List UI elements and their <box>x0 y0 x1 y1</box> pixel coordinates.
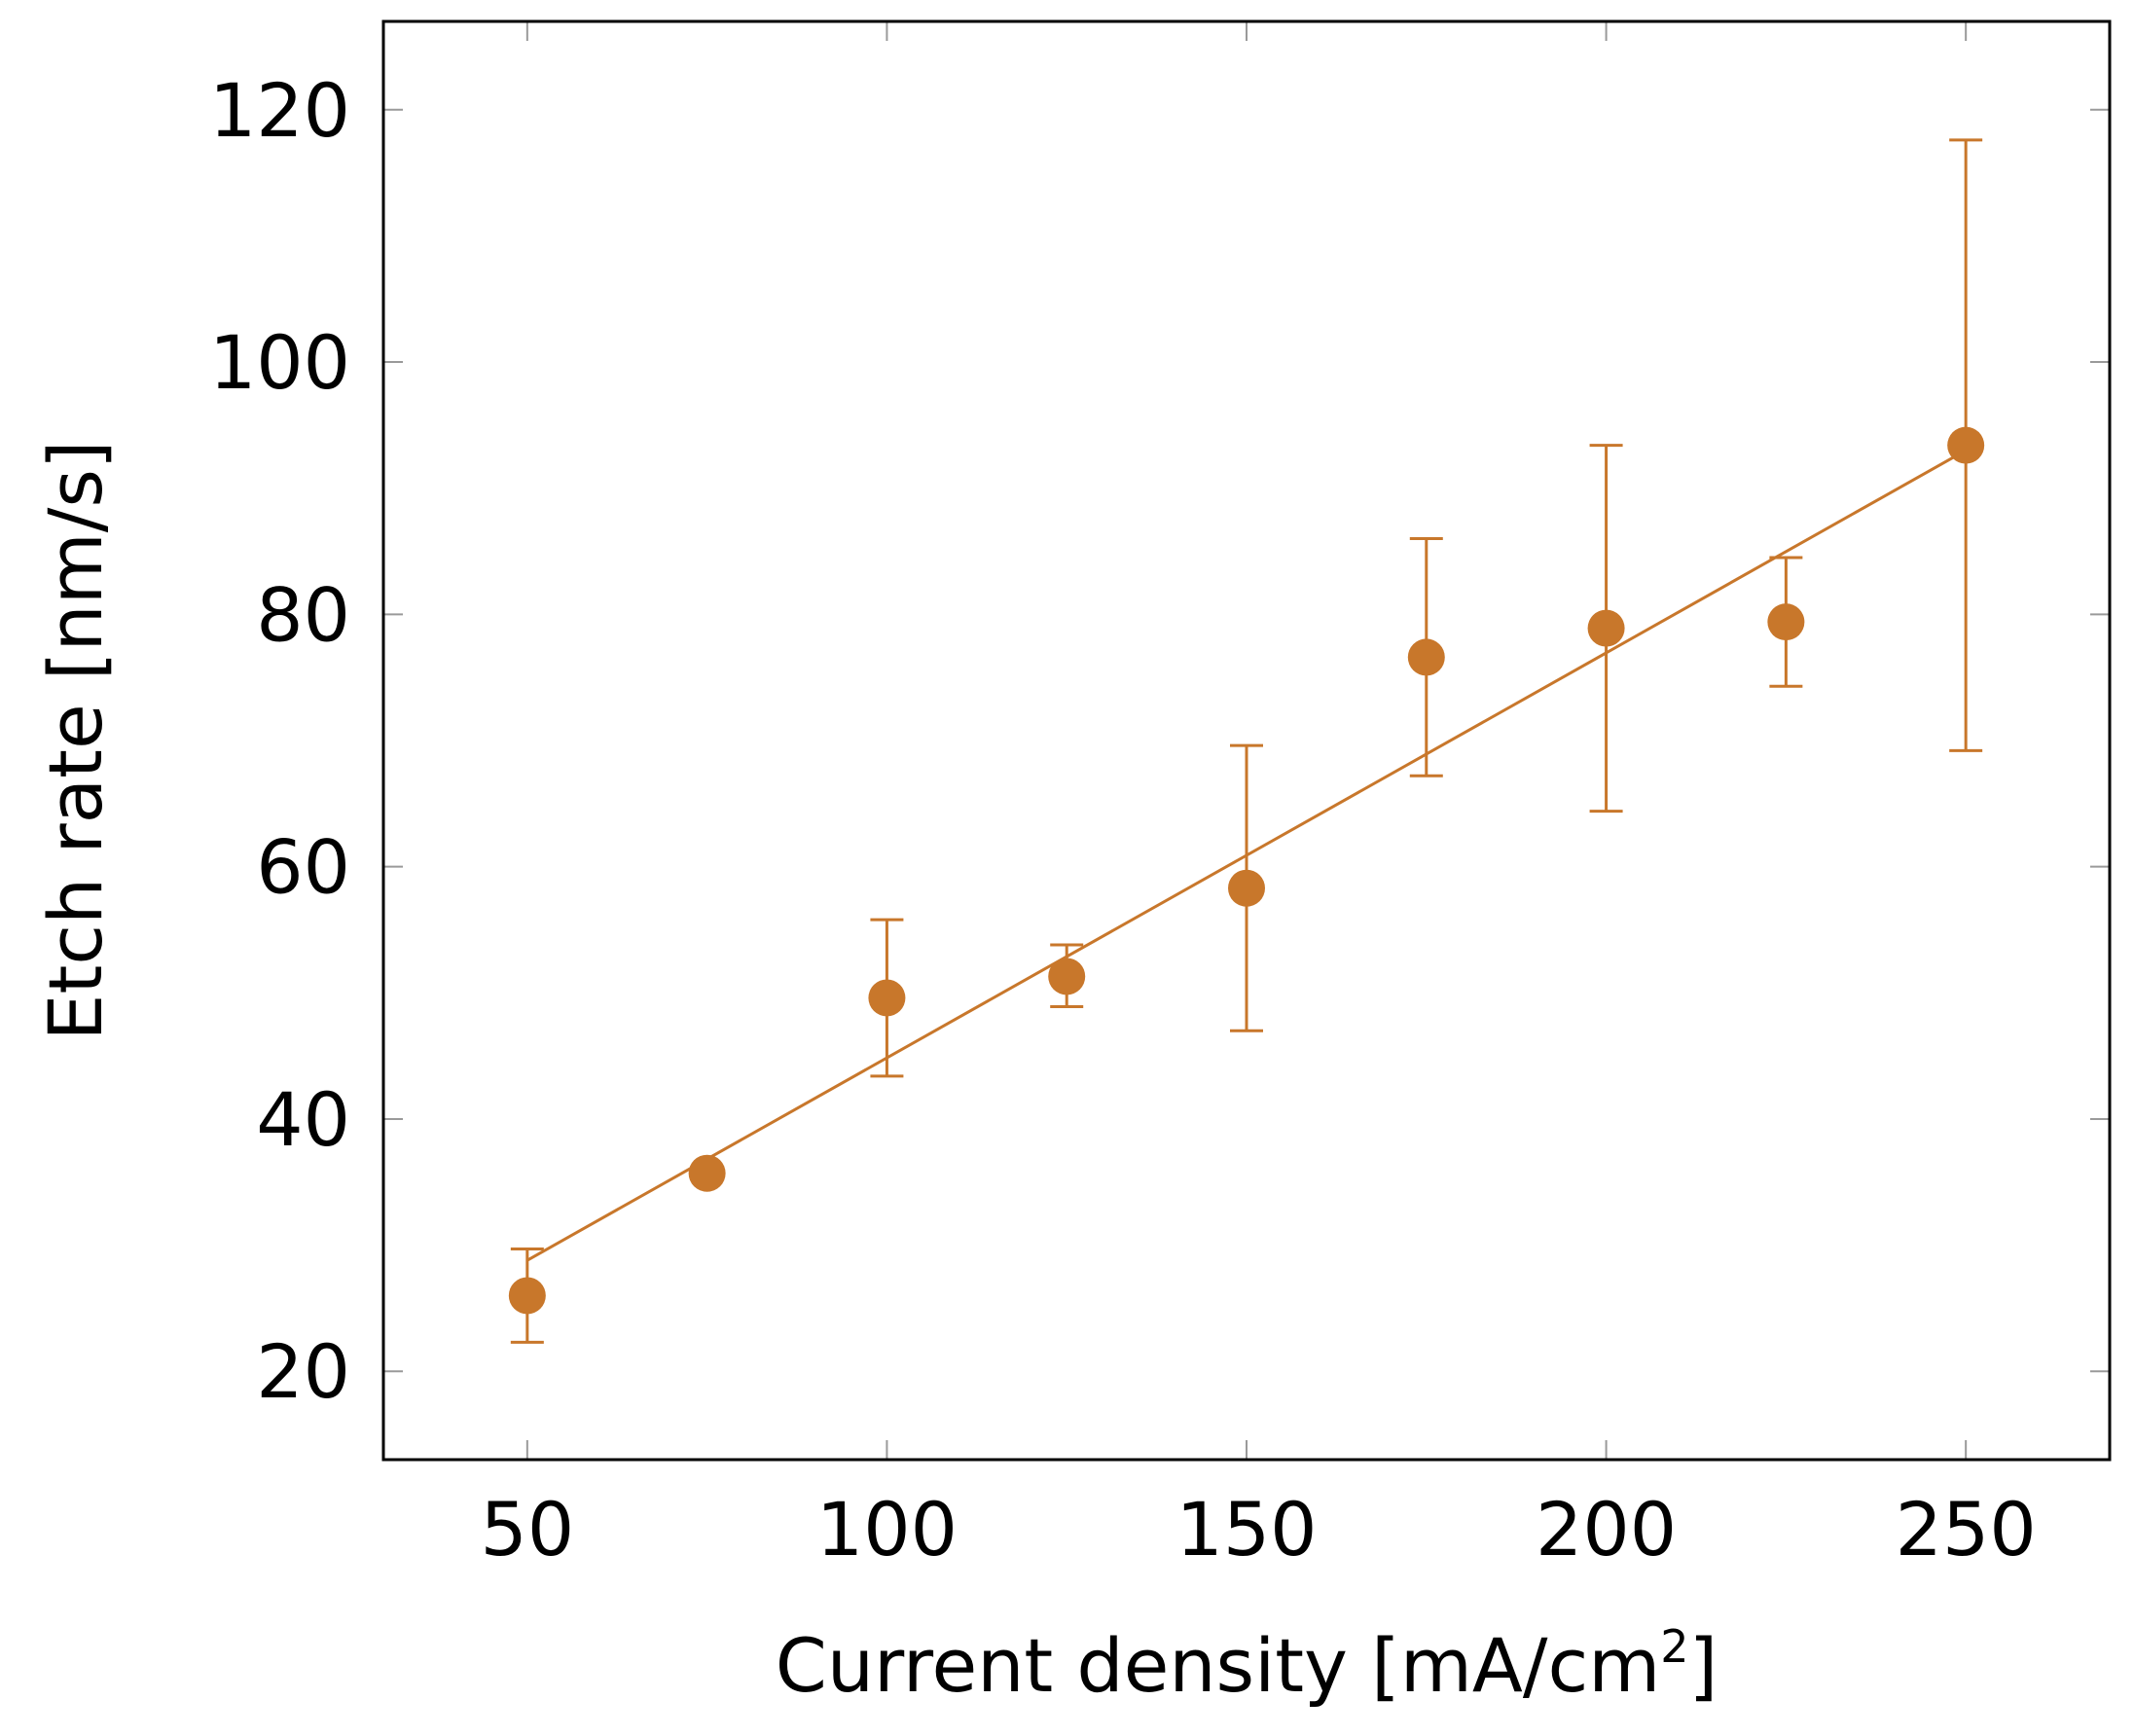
axis-ticks <box>383 21 2110 1460</box>
x-axis-title-superscript: 2 <box>1660 1620 1688 1673</box>
x-tick-label: 150 <box>1176 1486 1317 1573</box>
x-axis-title-main: Current density [mA/cm <box>776 1622 1661 1709</box>
data-point <box>1767 603 1805 641</box>
data-points <box>508 426 1985 1315</box>
x-tick-labels: 50 100 150 200 250 <box>480 1486 2036 1573</box>
y-tick-label: 80 <box>256 571 350 658</box>
data-point <box>508 1277 546 1315</box>
y-tick-label: 20 <box>256 1328 350 1415</box>
data-point <box>1587 609 1625 647</box>
data-point <box>1048 958 1086 995</box>
y-tick-label: 60 <box>256 824 350 911</box>
plot-frame <box>381 19 2112 1462</box>
error-bars <box>510 138 1983 1344</box>
x-axis-title-close: ] <box>1689 1622 1718 1709</box>
data-point <box>1947 426 1985 464</box>
data-point <box>868 979 906 1017</box>
data-point <box>1228 869 1265 907</box>
data-point <box>1407 638 1445 676</box>
x-tick-label: 100 <box>816 1486 958 1573</box>
x-axis-title: Current density [mA/cm2] <box>776 1620 1718 1709</box>
x-tick-label: 200 <box>1536 1486 1677 1573</box>
y-tick-label: 120 <box>209 67 350 154</box>
x-tick-label: 250 <box>1896 1486 2037 1573</box>
data-point <box>688 1154 726 1192</box>
y-tick-labels: 20 40 60 80 100 120 <box>209 67 350 1415</box>
y-tick-label: 100 <box>209 319 350 406</box>
y-tick-label: 40 <box>256 1076 350 1163</box>
x-tick-label: 50 <box>480 1486 574 1573</box>
y-axis-title: Etch rate [nm/s] <box>32 440 119 1040</box>
